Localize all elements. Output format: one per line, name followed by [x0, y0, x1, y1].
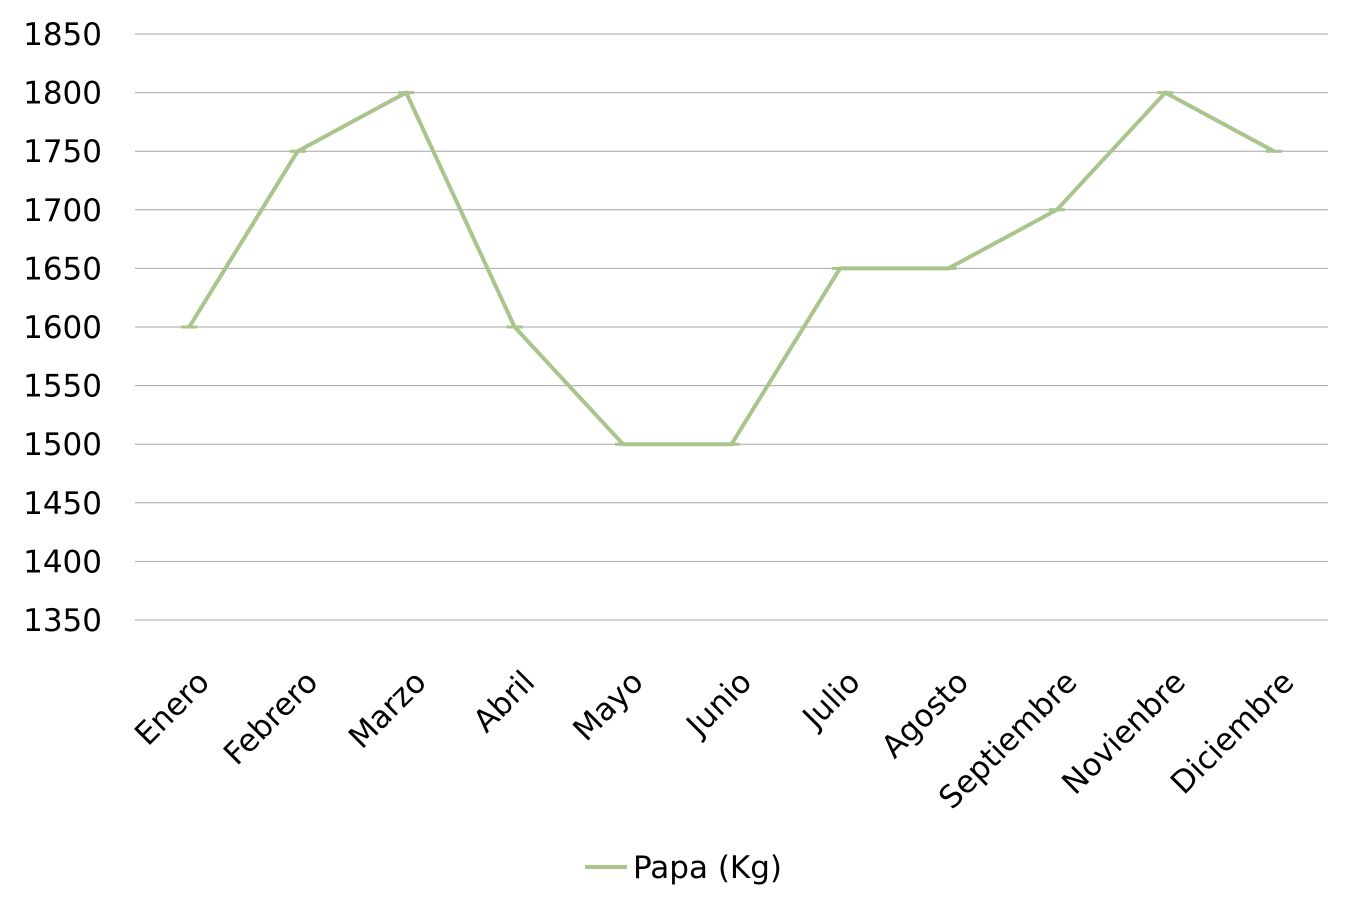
x-axis: Enero Febrero Marzo Abril Mayo Junio Julio Agos…: [128, 664, 1301, 816]
y-axis: 1350 1400 1450 1500 1550 1600 1650 1700 1750 1800…: [23, 17, 102, 639]
y-tick-label: 1550: [23, 369, 102, 405]
x-tick-label: Abril: [467, 664, 543, 740]
x-tick-label: Marzo: [342, 664, 434, 756]
x-tick-label: Julio: [795, 664, 868, 737]
x-tick-label: Mayo: [566, 664, 650, 748]
y-tick-label: 1500: [23, 427, 102, 463]
gridlines: [135, 33, 1328, 621]
x-tick-label: Febrero: [217, 664, 325, 772]
y-tick-label: 1350: [23, 603, 102, 639]
series-group: [181, 90, 1282, 447]
y-tick-label: 1800: [23, 76, 102, 112]
y-tick-label: 1650: [23, 251, 102, 287]
y-tick-label: 1750: [23, 134, 102, 170]
y-tick-label: 1450: [23, 486, 102, 522]
y-tick-label: 1400: [23, 544, 102, 580]
x-tick-label: Junio: [678, 664, 759, 745]
legend: Papa (Kg): [585, 850, 782, 886]
y-tick-label: 1600: [23, 310, 102, 346]
y-tick-label: 1700: [23, 193, 102, 229]
x-tick-label: Enero: [128, 664, 217, 753]
legend-label: Papa (Kg): [633, 850, 782, 886]
x-tick-label: Agosto: [875, 664, 976, 765]
y-tick-label: 1850: [23, 17, 102, 53]
